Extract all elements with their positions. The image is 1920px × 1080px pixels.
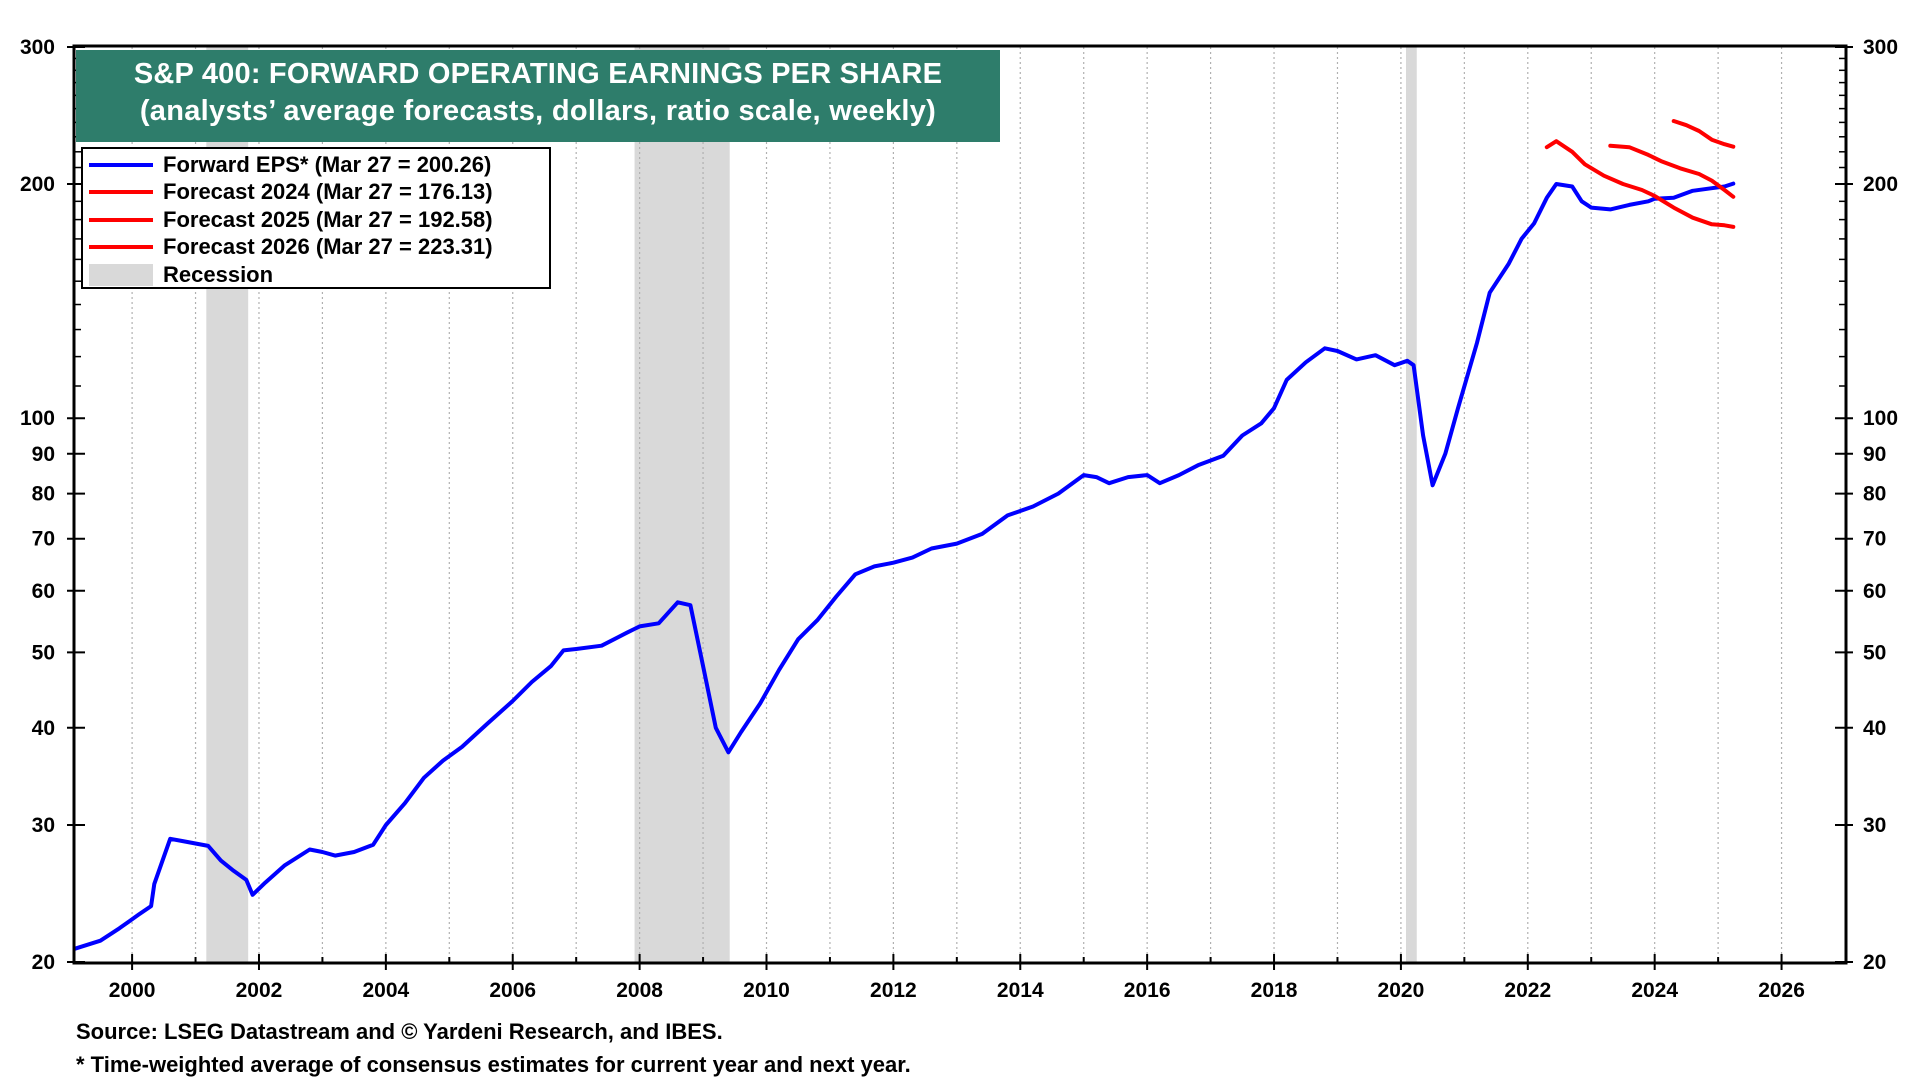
legend-item-forecast-2026: Forecast 2026 (Mar 27 = 223.31) bbox=[89, 234, 549, 262]
legend-swatch-blue bbox=[89, 162, 153, 167]
legend-label: Forecast 2025 (Mar 27 = 192.58) bbox=[163, 206, 493, 232]
legend-label: Forecast 2026 (Mar 27 = 223.31) bbox=[163, 234, 493, 260]
legend-item-forward-eps: Forward EPS* (Mar 27 = 200.26) bbox=[89, 151, 549, 179]
y-tick-label: 80 bbox=[1863, 483, 1886, 506]
x-tick-label: 2022 bbox=[1504, 979, 1551, 1002]
legend-swatch-gray bbox=[89, 263, 153, 286]
y-axis-right: 20 30 40 50 60 70 80 90 100 200 300 bbox=[1835, 36, 1898, 974]
y-tick-label: 90 bbox=[1863, 443, 1886, 466]
y-tick-label: 100 bbox=[1863, 407, 1898, 430]
x-tick-label: 2004 bbox=[363, 979, 410, 1002]
recession-band bbox=[634, 47, 730, 962]
y-tick-label: 20 bbox=[32, 951, 55, 974]
plot-frame bbox=[72, 44, 1848, 965]
chart-title: S&P 400: FORWARD OPERATING EARNINGS PER … bbox=[133, 58, 943, 90]
y-tick-label: 40 bbox=[32, 717, 55, 740]
x-tick-label: 2026 bbox=[1758, 979, 1805, 1002]
y-tick-label: 30 bbox=[1863, 814, 1886, 837]
x-tick-label: 2016 bbox=[1124, 979, 1171, 1002]
x-tick-label: 2008 bbox=[616, 979, 663, 1002]
legend: Forward EPS* (Mar 27 = 200.26) Forecast … bbox=[81, 147, 551, 289]
y-tick-label: 20 bbox=[1863, 951, 1886, 974]
series-line bbox=[73, 181, 1736, 951]
y-tick-label: 70 bbox=[1863, 528, 1886, 551]
y-tick-label: 300 bbox=[20, 36, 55, 59]
legend-swatch-red bbox=[89, 245, 153, 250]
recession-band bbox=[1405, 47, 1417, 962]
x-tick-label: 2018 bbox=[1251, 979, 1298, 1002]
y-tick-label: 60 bbox=[32, 580, 55, 603]
y-tick-label: 200 bbox=[20, 173, 55, 196]
series-line bbox=[1671, 119, 1736, 149]
chart-title-box: S&P 400: FORWARD OPERATING EARNINGS PER … bbox=[76, 50, 1000, 142]
x-tick-label: 2014 bbox=[997, 979, 1044, 1002]
footnote: * Time-weighted average of consensus est… bbox=[76, 1052, 911, 1077]
x-tick-label: 2000 bbox=[109, 979, 156, 1002]
legend-label: Forecast 2024 (Mar 27 = 176.13) bbox=[163, 179, 493, 205]
x-tick-label: 2010 bbox=[743, 979, 790, 1002]
legend-item-forecast-2025: Forecast 2025 (Mar 27 = 192.58) bbox=[89, 206, 549, 234]
legend-label: Forward EPS* (Mar 27 = 200.26) bbox=[163, 151, 492, 177]
chart-subtitle: (analysts’ average forecasts, dollars, r… bbox=[139, 95, 937, 127]
series-line bbox=[1608, 143, 1736, 199]
series-line bbox=[1544, 139, 1736, 229]
y-tick-label: 90 bbox=[32, 443, 55, 466]
legend-swatch-red bbox=[89, 190, 153, 195]
legend-swatch-red bbox=[89, 217, 153, 222]
y-tick-label: 50 bbox=[1863, 641, 1886, 664]
y-tick-label: 300 bbox=[1863, 36, 1898, 59]
y-tick-label: 30 bbox=[32, 814, 55, 837]
series-lines bbox=[73, 119, 1736, 951]
x-tick-label: 2002 bbox=[236, 979, 283, 1002]
x-axis: 2000 2002 2004 2006 2008 2010 2012 2014 2016 2018… bbox=[109, 954, 1805, 1002]
x-tick-label: 2024 bbox=[1631, 979, 1678, 1002]
legend-item-recession: Recession bbox=[89, 261, 549, 289]
y-tick-label: 50 bbox=[32, 641, 55, 664]
y-tick-label: 70 bbox=[32, 528, 55, 551]
y-tick-label: 200 bbox=[1863, 173, 1898, 196]
x-tick-label: 2012 bbox=[870, 979, 917, 1002]
y-tick-label: 80 bbox=[32, 483, 55, 506]
source-note: Source: LSEG Datastream and © Yardeni Re… bbox=[76, 1019, 723, 1044]
y-tick-label: 40 bbox=[1863, 717, 1886, 740]
legend-item-forecast-2024: Forecast 2024 (Mar 27 = 176.13) bbox=[89, 179, 549, 207]
y-tick-label: 100 bbox=[20, 407, 55, 430]
y-tick-label: 60 bbox=[1863, 580, 1886, 603]
x-tick-label: 2006 bbox=[489, 979, 536, 1002]
legend-label: Recession bbox=[163, 261, 274, 287]
x-tick-label: 2020 bbox=[1378, 979, 1425, 1002]
